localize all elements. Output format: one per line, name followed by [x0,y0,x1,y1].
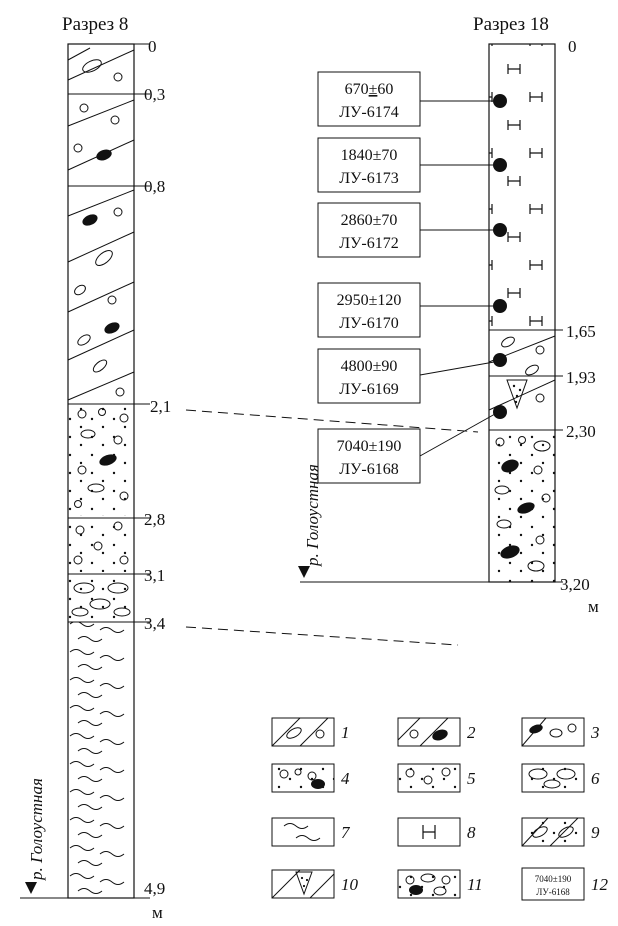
layer-0-1.65 [489,44,555,330]
legend-number: 1 [341,723,350,742]
legend-number: 2 [467,723,476,742]
legend-item-12: 7040±190 ЛУ-6168 12 [522,868,609,900]
date-box: 7040±190 ЛУ-6168 [318,429,420,483]
date-lab-code: ЛУ-6169 [339,381,399,398]
legend-number: 8 [467,823,476,842]
legend-item-2: 2 [398,718,476,746]
depth-label: 3,20 [560,575,590,594]
unit-label: м [152,903,163,922]
layer-2.30-3.20 [489,430,555,582]
section-8-title: Разрез 8 [62,14,128,35]
legend-item-6: 6 [522,764,600,792]
depth-label: 0,8 [144,177,165,196]
layer-0.3-0.8 [68,100,134,170]
depth-label: 3,4 [144,614,166,633]
layer-0-0.3 [68,44,134,94]
legend-number: 10 [341,875,359,894]
layer-3.1-3.4 [68,574,134,620]
legend-number: 11 [467,875,483,894]
legend-item-3: 3 [522,718,600,746]
unit-label: м [588,597,599,616]
legend-number: 6 [591,769,600,788]
depth-label: 2,30 [566,422,596,441]
layer-3.4-4.9 [68,622,134,898]
legend-item-9: 9 [522,818,600,846]
date-lab-code: ЛУ-6168 [339,461,399,478]
legend-item-11: 11 [398,870,483,898]
water-level-icon [25,882,37,894]
layer-2.1-2.8 [68,404,134,516]
legend: 1 2 3 4 [272,718,609,900]
depth-label: 3,1 [144,566,165,585]
depth-label: 0 [148,37,157,56]
date-lab-code: ЛУ-6174 [339,104,399,121]
sample-dot [493,223,507,237]
legend-sample-lab: ЛУ-6168 [536,887,570,897]
river-label: р. Голоустная [303,464,322,567]
date-box: 1840±70 ЛУ-6173 [318,138,420,192]
legend-sample-date: 7040±190 [535,874,572,884]
date-lab-code: ЛУ-6172 [339,235,399,252]
legend-item-1: 1 [272,718,350,746]
date-lab-code: ЛУ-6170 [339,315,399,332]
date-age: 4800±90 [341,358,398,375]
date-age: 7040±190 [337,438,402,455]
sample-dot [493,299,507,313]
date-box: 4800±90 ЛУ-6169 [318,349,420,403]
date-age: 2860±70 [341,212,398,229]
legend-number: 7 [341,823,351,842]
legend-item-10: 10 [272,870,359,898]
section-18-depth-labels: 0 1,65 1,93 2,30 3,20 м [560,37,599,616]
legend-number: 3 [590,723,600,742]
date-age: 2950±120 [337,292,402,309]
legend-number: 5 [467,769,476,788]
legend-item-8: 8 [398,818,476,846]
layer-0.8-2.1 [68,190,134,400]
legend-item-7: 7 [272,818,351,846]
date-age: 670±60 [345,81,394,98]
date-box: 2860±70 ЛУ-6172 [318,203,420,257]
depth-label: 2,1 [150,397,171,416]
depth-label: 4,9 [144,879,165,898]
legend-item-4: 4 [272,764,350,792]
water-level-icon [298,566,310,578]
date-lab-code: ЛУ-6173 [339,170,399,187]
date-age: 1840±70 [341,147,398,164]
depth-label: 1,93 [566,368,596,387]
sample-dot [493,353,507,367]
legend-number: 4 [341,769,350,788]
depth-label: 0,3 [144,85,165,104]
section-18-title: Разрез 18 [473,14,549,35]
section-8-depth-labels: 0 0,3 0,8 2,1 2,8 3,1 3,4 4,9 м [144,37,171,922]
sample-dot [493,94,507,108]
layer-2.8-3.1 [68,518,134,572]
leader-lines [420,101,495,456]
date-box: 670±60 ЛУ-6174 [318,72,420,126]
sample-dot [493,405,507,419]
date-box: 2950±120 ЛУ-6170 [318,283,420,337]
section-18: Разрез 18 [298,14,599,616]
depth-label: 2,8 [144,510,165,529]
legend-item-5: 5 [398,764,476,792]
depth-label: 1,65 [566,322,596,341]
legend-number: 9 [591,823,600,842]
river-label: р. Голоустная [27,778,46,881]
section-8: Разрез 8 [20,14,171,922]
legend-number: 12 [591,875,609,894]
sample-dot [493,158,507,172]
depth-label: 0 [568,37,577,56]
